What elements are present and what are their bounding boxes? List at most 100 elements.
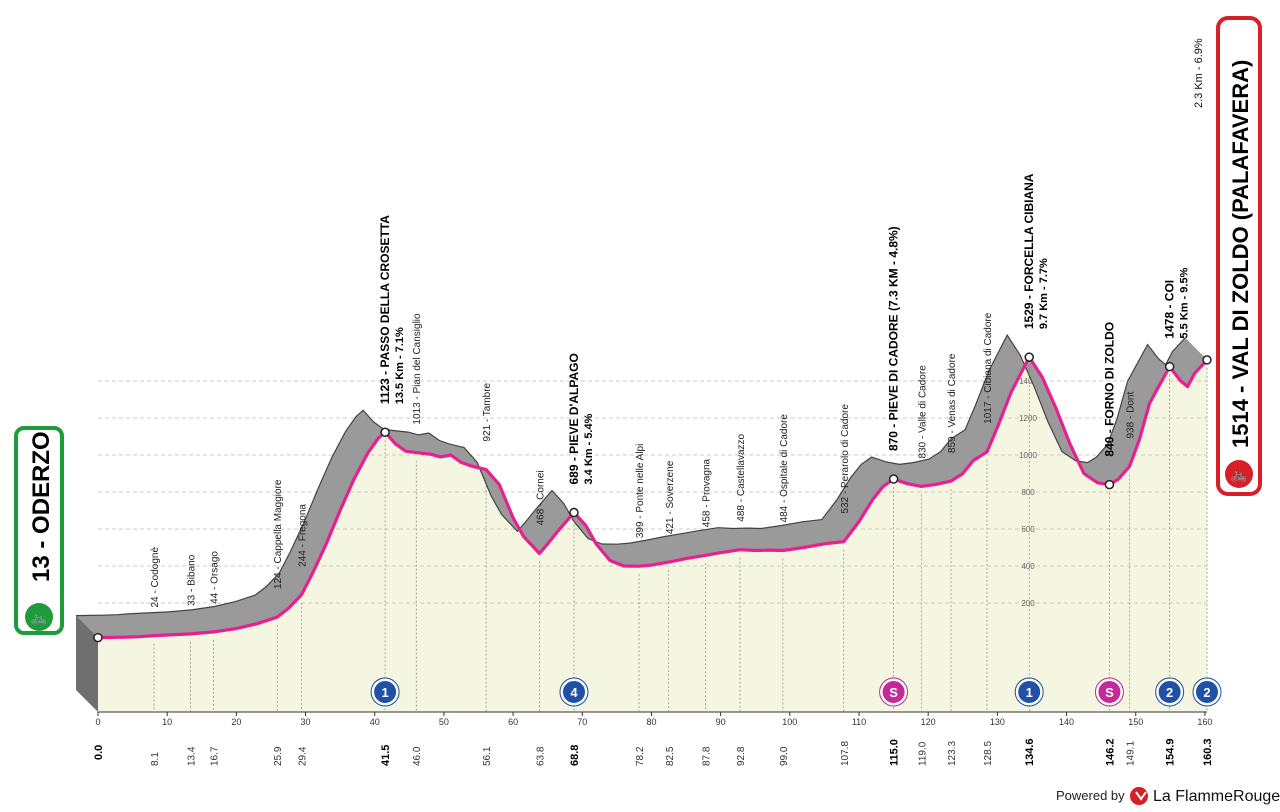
finish-label: 1514 - VAL DI ZOLDO (PALAFAVERA)	[1228, 60, 1253, 448]
finish-sign: 🚲 1514 - VAL DI ZOLDO (PALAFAVERA) 2.3 K…	[1193, 16, 1262, 496]
climb-stats-label: 13.5 Km - 7.1%	[394, 327, 406, 404]
profile-side	[76, 615, 98, 712]
place-name-label: 458 - Provagna	[701, 458, 712, 527]
climb-category-badge-icon: 1	[370, 677, 400, 707]
place-km-label: 16.7	[210, 746, 221, 766]
profile-ridge-edge	[75, 333, 1186, 617]
finish-cyclist-glyph: 🚲	[1230, 467, 1247, 483]
place-km-label: 29.4	[297, 746, 308, 766]
flame-logo-icon	[1130, 787, 1148, 805]
place-name-label: 44 - Orsago	[210, 551, 221, 604]
climb-category-badge-icon: 2	[1155, 677, 1185, 707]
place-km-label: 8.1	[150, 752, 161, 766]
x-axis-tick-label: 70	[577, 717, 587, 727]
place-name-label: 33 - Bibano	[187, 554, 198, 606]
start-point-marker	[93, 632, 103, 643]
place-km-label: 123.3	[947, 741, 958, 766]
place-km-label: 160.3	[1202, 738, 1214, 766]
place-km-label: 56.1	[482, 746, 493, 766]
place-km-label: 46.0	[412, 746, 423, 766]
x-axis-tick-label: 110	[852, 717, 866, 727]
summit-point-marker	[888, 474, 899, 484]
place-km-label: 128.5	[983, 741, 994, 766]
powered-by-text: Powered by	[1056, 788, 1125, 803]
place-km-label: 25.9	[273, 746, 284, 766]
x-axis-tick-label: 10	[162, 717, 172, 727]
elevation-tick-label: 1400	[1019, 377, 1037, 386]
badge-label: 2	[1166, 685, 1173, 700]
place-km-label: 82.5	[665, 746, 676, 766]
place-km-label: 78.2	[635, 746, 646, 766]
x-axis-tick-label: 150	[1128, 717, 1143, 727]
place-km-label: 68.8	[569, 745, 581, 766]
x-axis-tick-label: 0	[95, 717, 100, 727]
x-axis-tick-label: 30	[301, 717, 311, 727]
place-km-label: 149.1	[1126, 741, 1137, 766]
place-name-label: 1013 - Pian del Cansiglio	[412, 313, 423, 425]
summit-point-marker	[569, 507, 579, 518]
place-name-label: 859 - Venas di Cadore	[947, 353, 958, 453]
x-axis-tick-label: 20	[231, 717, 241, 727]
place-name-label: 399 - Ponte nelle Alpi	[635, 444, 646, 539]
place-name-label: 484 - Ospitale di Cadore	[779, 414, 790, 523]
profile-area	[98, 357, 1207, 712]
place-name-label: 488 - Castellavazzo	[736, 433, 747, 521]
start-cyclist-glyph: 🚲	[30, 610, 47, 626]
finish-cyclist-icon	[1225, 460, 1253, 488]
place-name-label: 1529 - FORCELLA CIBIANA	[1022, 173, 1036, 329]
climb-category-badge-icon: 2	[1192, 677, 1222, 707]
summit-point-marker	[380, 427, 390, 437]
elevation-tick-label: 600	[1021, 525, 1035, 534]
x-axis-tick-label: 90	[716, 717, 726, 727]
place-km-label: 41.5	[380, 745, 392, 766]
elevation-tick-label: 200	[1021, 599, 1035, 608]
x-axis-tick-label: 60	[508, 717, 518, 727]
start-km-label: 0.0	[93, 745, 105, 760]
route-line	[97, 355, 1209, 640]
place-km-label: 146.2	[1104, 738, 1116, 766]
place-name-label: 830 - Valle di Cadore	[917, 365, 928, 459]
place-km-label: 119.0	[917, 741, 928, 766]
badge-label: S	[1105, 685, 1114, 700]
x-axis-tick-label: 130	[990, 717, 1005, 727]
place-name-label: 921 - Tambre	[482, 382, 493, 441]
badge-label: S	[889, 685, 898, 700]
climb-stats-label: 3.4 Km - 5.4%	[583, 413, 595, 484]
climb-stats-label: 9.7 Km - 7.7%	[1038, 258, 1050, 329]
place-km-label: 115.0	[889, 739, 901, 766]
place-name-label: 870 - PIEVE DI CADORE (7.3 KM - 4.8%)	[887, 226, 901, 451]
brand-text: La FlammeRouge	[1153, 788, 1280, 805]
place-km-label: 87.8	[701, 746, 712, 766]
x-axis-tick-label: 40	[370, 717, 380, 727]
x-axis-tick-label: 50	[439, 717, 449, 727]
place-name-label: 421 - Soverzene	[665, 460, 676, 534]
sprint-badge-icon: S	[1094, 677, 1124, 707]
badge-label: 4	[570, 685, 578, 700]
place-name-label: 24 - Codognè	[150, 547, 161, 608]
place-name-label: 124 - Cappella Maggiore	[273, 479, 284, 589]
elevation-tick-label: 400	[1021, 562, 1035, 571]
place-km-label: 107.8	[840, 741, 851, 766]
summit-point-marker	[1024, 352, 1034, 362]
place-km-label: 63.8	[535, 746, 546, 766]
sprint-badge-icon: S	[879, 677, 909, 707]
badge-label: 1	[381, 685, 388, 700]
start-label: 13 - ODERZO	[28, 431, 55, 582]
x-axis-tick-label: 160	[1197, 717, 1212, 727]
place-name-label: 244 - Fregona	[297, 504, 308, 567]
x-axis-tick-label: 100	[782, 717, 797, 727]
place-name-label: 468 - Cornei	[535, 470, 546, 525]
badge-label: 2	[1203, 685, 1210, 700]
place-name-label: 1123 - PASSO DELLA CROSETTA	[378, 215, 392, 404]
climb-category-badge-icon: 1	[1014, 677, 1044, 707]
place-name-label: 1478 - COI	[1163, 280, 1177, 339]
elevation-tick-label: 1000	[1019, 451, 1037, 460]
climb-category-badge-icon: 4	[559, 677, 589, 707]
place-km-label: 99.0	[779, 746, 790, 766]
place-name-label: 1017 - Cibiana di Cadore	[983, 312, 994, 424]
summit-point-marker	[1164, 361, 1175, 372]
place-name-label: 532 - Perarolo di Cadore	[840, 404, 851, 514]
finish-point-marker	[1202, 355, 1212, 365]
start-sign: 🚲 13 - ODERZO	[14, 426, 64, 635]
x-axis-tick-label: 80	[646, 717, 656, 727]
